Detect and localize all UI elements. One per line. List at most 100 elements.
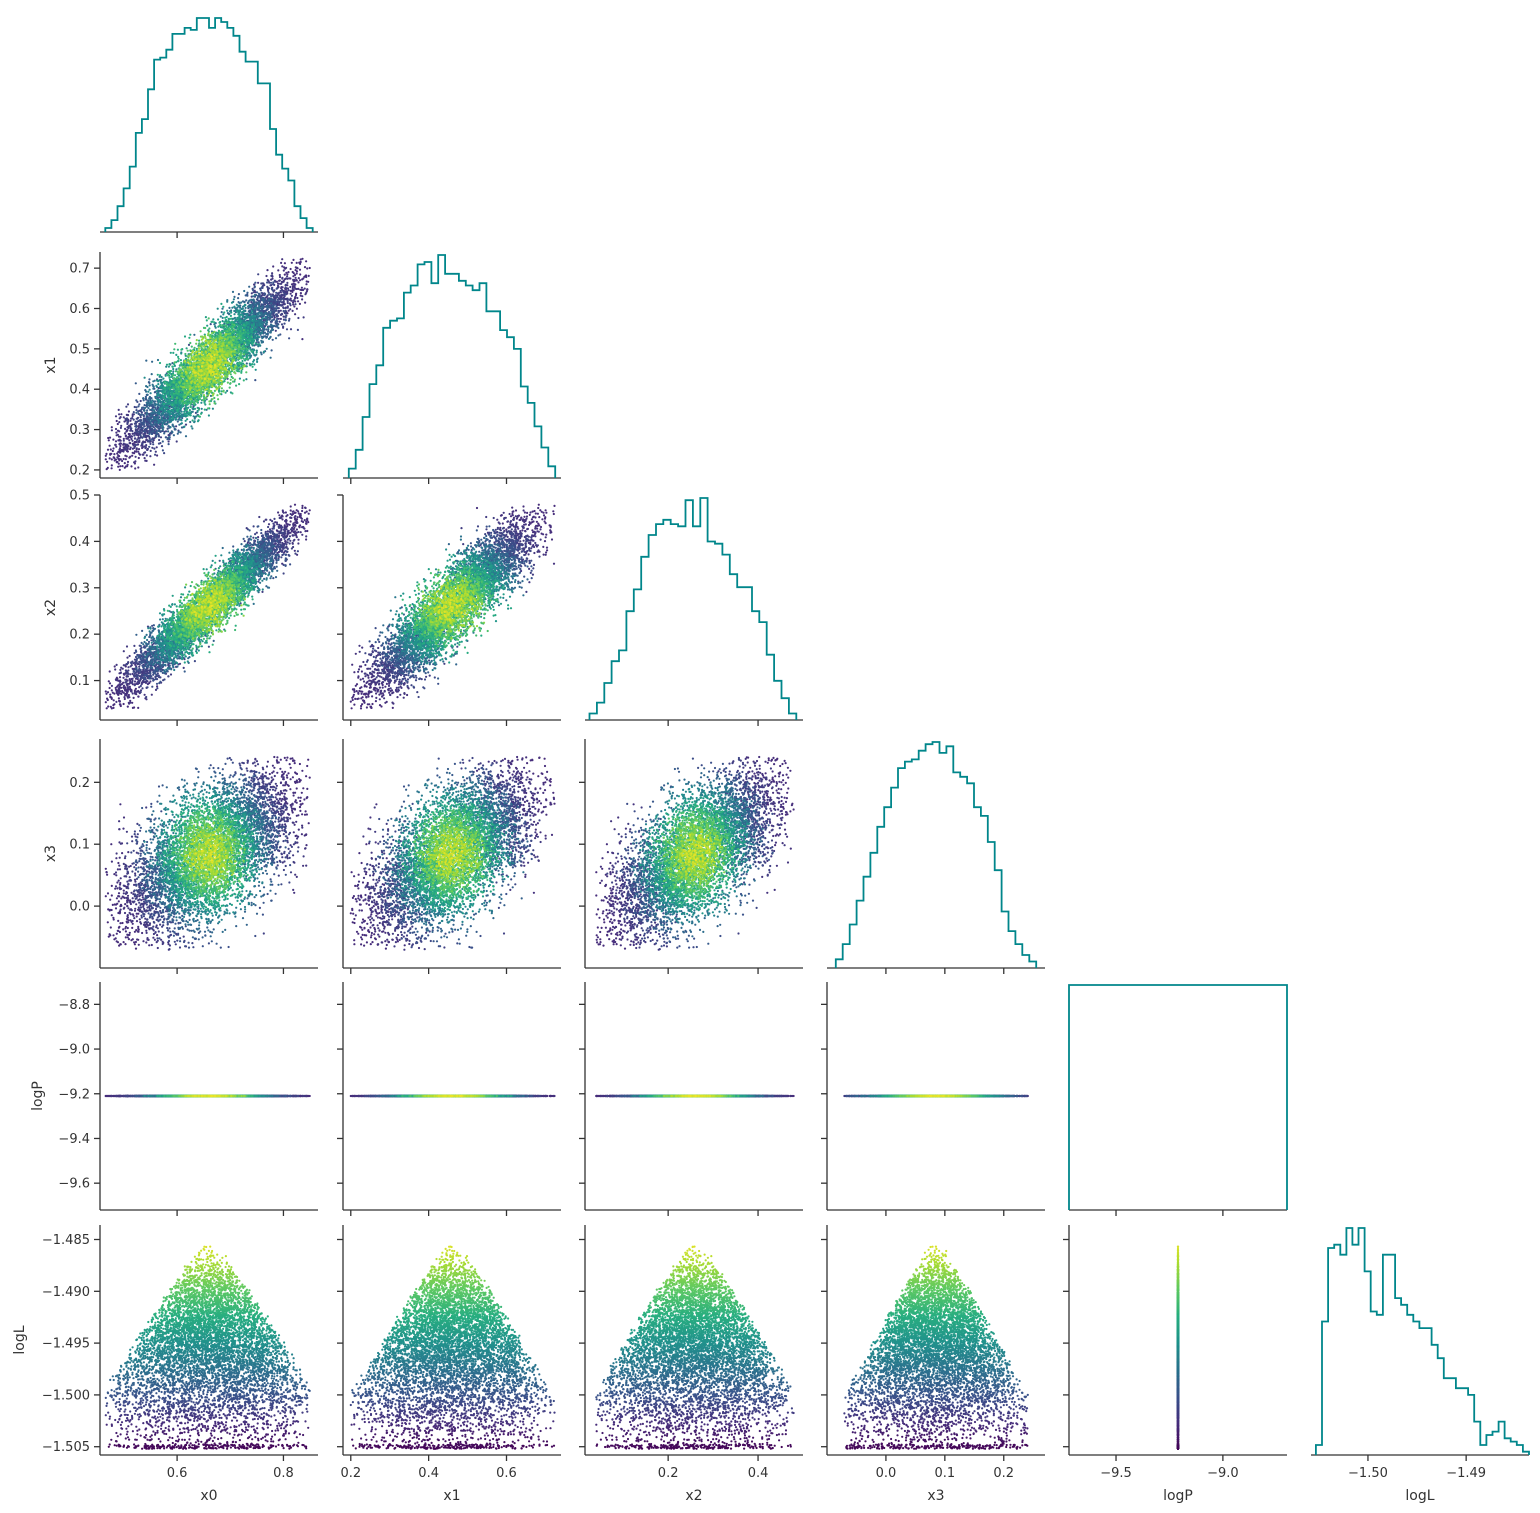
scatter-point — [280, 262, 282, 264]
scatter-point — [283, 310, 285, 312]
scatter-point — [272, 281, 274, 283]
scatter-point — [125, 465, 127, 467]
scatter-point — [156, 454, 158, 456]
scatter-point — [288, 320, 290, 322]
scatter-point — [120, 425, 122, 427]
scatter-point — [270, 295, 272, 297]
scatter-point — [132, 444, 134, 446]
scatter-point — [117, 466, 119, 468]
scatter-point — [116, 452, 118, 454]
scatter-point — [293, 305, 295, 307]
scatter-point — [305, 292, 307, 294]
scatter-point — [156, 446, 158, 448]
panel-x1-vs-x0: 0.20.30.40.50.60.7x1 — [43, 252, 318, 484]
scatter-point — [296, 297, 298, 299]
scatter-point — [112, 450, 114, 452]
scatter-point — [305, 276, 307, 278]
scatter-point — [126, 417, 128, 419]
scatter-point — [143, 434, 145, 436]
scatter-point — [131, 430, 133, 432]
scatter-point — [127, 403, 129, 405]
scatter-point — [287, 307, 289, 309]
scatter-point — [130, 427, 132, 429]
scatter-point — [266, 269, 268, 271]
scatter-point — [294, 313, 296, 315]
scatter-point — [263, 284, 265, 286]
scatter-point — [285, 267, 287, 269]
scatter-point — [116, 461, 118, 463]
scatter-point — [109, 457, 111, 459]
scatter-point — [288, 337, 290, 339]
scatter-point — [305, 283, 307, 285]
scatter-point — [120, 413, 122, 415]
scatter-point — [123, 440, 125, 442]
scatter-point — [131, 440, 133, 442]
scatter-point — [118, 430, 120, 432]
scatter-point — [297, 281, 299, 283]
scatter-point — [279, 295, 281, 297]
scatter-point — [153, 448, 155, 450]
scatter-point — [281, 323, 283, 325]
scatter-point — [148, 446, 150, 448]
scatter-point — [119, 469, 121, 471]
y-tick-label: 0.7 — [69, 262, 90, 277]
y-axis-label-x1: x1 — [43, 356, 59, 373]
scatter-point — [304, 302, 306, 304]
scatter-point — [105, 458, 107, 460]
scatter-point — [117, 423, 119, 425]
scatter-point — [115, 440, 117, 442]
scatter-point — [126, 430, 128, 432]
scatter-point — [109, 437, 111, 439]
scatter-point — [286, 275, 288, 277]
scatter-point — [299, 273, 301, 275]
scatter-point — [306, 267, 308, 269]
scatter-point — [291, 290, 293, 292]
scatter-point — [124, 462, 126, 464]
scatter-point — [141, 443, 143, 445]
scatter-point — [301, 278, 303, 280]
scatter-point — [296, 262, 298, 264]
scatter-point — [283, 266, 285, 268]
scatter-point — [138, 393, 140, 395]
scatter-point — [292, 279, 294, 281]
scatter-point — [277, 299, 279, 301]
scatter-point — [281, 313, 283, 315]
scatter-point — [275, 330, 277, 332]
scatter-point — [123, 416, 125, 418]
scatter-point — [281, 258, 283, 260]
scatter-point — [282, 291, 284, 293]
scatter-point — [105, 453, 107, 455]
scatter-point — [138, 413, 140, 415]
scatter-point — [279, 300, 281, 302]
scatter-point — [175, 425, 177, 427]
scatter-point — [287, 271, 289, 273]
scatter-point — [146, 454, 148, 456]
scatter-point — [155, 451, 157, 453]
scatter-point — [264, 310, 266, 312]
scatter-point — [285, 277, 287, 279]
scatter-point — [284, 303, 286, 305]
scatter-point — [144, 460, 146, 462]
scatter-point — [295, 277, 297, 279]
scatter-point — [210, 323, 212, 325]
scatter-point — [146, 435, 148, 437]
scatter-point — [291, 262, 293, 264]
scatter-point — [138, 448, 140, 450]
scatter-point — [134, 434, 136, 436]
scatter-point — [301, 287, 303, 289]
scatter-point — [140, 424, 142, 426]
scatter-point — [273, 303, 275, 305]
scatter-point — [112, 439, 114, 441]
scatter-point — [134, 460, 136, 462]
scatter-point — [114, 459, 116, 461]
scatter-point — [140, 421, 142, 423]
scatter-point — [120, 440, 122, 442]
scatter-point — [306, 280, 308, 282]
scatter-point — [126, 455, 128, 457]
scatter-point — [133, 447, 135, 449]
scatter-point — [160, 436, 162, 438]
scatter-point — [135, 406, 137, 408]
scatter-point — [268, 292, 270, 294]
scatter-point — [132, 452, 134, 454]
scatter-point — [299, 289, 301, 291]
